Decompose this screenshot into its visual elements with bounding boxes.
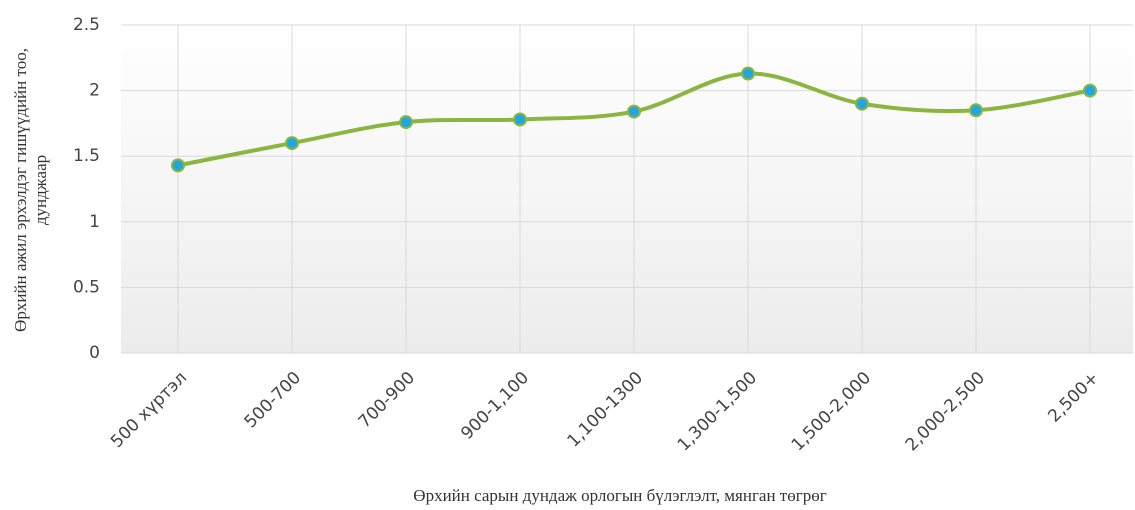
plot-area <box>121 25 1133 353</box>
x-tick-label: 500-700 <box>241 368 305 432</box>
y-tick-label: 2.5 <box>73 15 100 35</box>
marker <box>855 96 869 111</box>
x-tick: 500-700 <box>241 368 305 432</box>
x-tick-label: 2,500+ <box>1044 368 1103 427</box>
y-tick-label: 1.5 <box>73 146 100 166</box>
marker <box>513 112 527 127</box>
y-axis-title-line: дунджаар <box>31 155 50 225</box>
x-tick: 2,500+ <box>1044 368 1103 427</box>
marker <box>285 136 299 151</box>
y-tick-label: 2 <box>89 81 100 101</box>
x-tick: 2,000-2,500 <box>902 368 989 455</box>
marker <box>1083 83 1097 98</box>
x-tick: 500 хүртэл <box>107 368 191 452</box>
x-tick-label: 2,000-2,500 <box>902 368 989 455</box>
y-axis-title-line: Өрхийн ажил эрхэлдэг гишүүдийн тоо, <box>11 48 30 332</box>
x-tick-label: 900-1,100 <box>457 368 533 444</box>
x-tick: 700-900 <box>355 368 419 432</box>
x-tick-label: 1,300-1,500 <box>674 368 761 455</box>
y-tick-label: 1 <box>89 212 100 232</box>
y-tick-label: 0 <box>89 343 100 363</box>
x-tick: 1,500-2,000 <box>788 368 875 455</box>
y-axis-title: Өрхийн ажил эрхэлдэг гишүүдийн тоо, дунд… <box>11 48 50 332</box>
x-tick-label: 500 хүртэл <box>107 368 191 452</box>
x-tick: 1,300-1,500 <box>674 368 761 455</box>
x-tick: 1,100-1300 <box>564 368 647 451</box>
y-tick-label: 0.5 <box>73 277 100 297</box>
x-axis-title: Өрхийн сарын дундаж орлогын бүлэглэлт, м… <box>413 486 826 505</box>
x-tick-label: 1,100-1300 <box>564 368 647 451</box>
marker <box>171 158 185 173</box>
marker <box>399 115 413 130</box>
marker <box>741 66 755 81</box>
x-tick: 900-1,100 <box>457 368 533 444</box>
x-tick-label: 1,500-2,000 <box>788 368 875 455</box>
marker <box>627 104 641 119</box>
marker <box>969 103 983 118</box>
x-tick-label: 700-900 <box>355 368 419 432</box>
